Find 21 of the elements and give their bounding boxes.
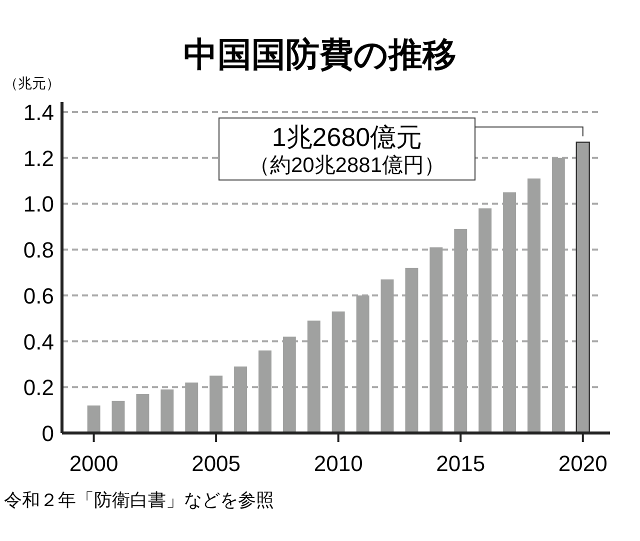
chart-title: 中国国防費の推移 — [184, 36, 456, 74]
annotation: （約20兆2881億円） — [248, 154, 446, 177]
y-axis-title: （兆元） — [4, 75, 60, 91]
bar — [136, 394, 150, 433]
x-tick-label: 2015 — [436, 451, 486, 476]
x-tick-label: 2010 — [314, 451, 363, 476]
y-tick-label: 0.8 — [23, 238, 54, 263]
x-tick-label: 2000 — [69, 451, 118, 476]
y-tick-label: 1.2 — [23, 146, 54, 171]
y-tick-label: 0 — [42, 421, 54, 446]
y-tick-label: 0.2 — [23, 375, 54, 400]
y-tick-label: 1.0 — [23, 192, 54, 217]
text: 令和２年「防衛白書」などを参照 — [4, 490, 274, 510]
x-tick-label: 2005 — [192, 451, 241, 476]
y-tick-label: 0.4 — [23, 329, 54, 354]
y-tick-label: 1.4 — [23, 100, 54, 125]
y-tick-label: 0.6 — [23, 283, 54, 308]
x-tick-label: 2020 — [558, 451, 608, 476]
bar — [87, 405, 100, 433]
bar — [112, 400, 125, 433]
annotation: 1兆2680億元 — [272, 122, 422, 152]
